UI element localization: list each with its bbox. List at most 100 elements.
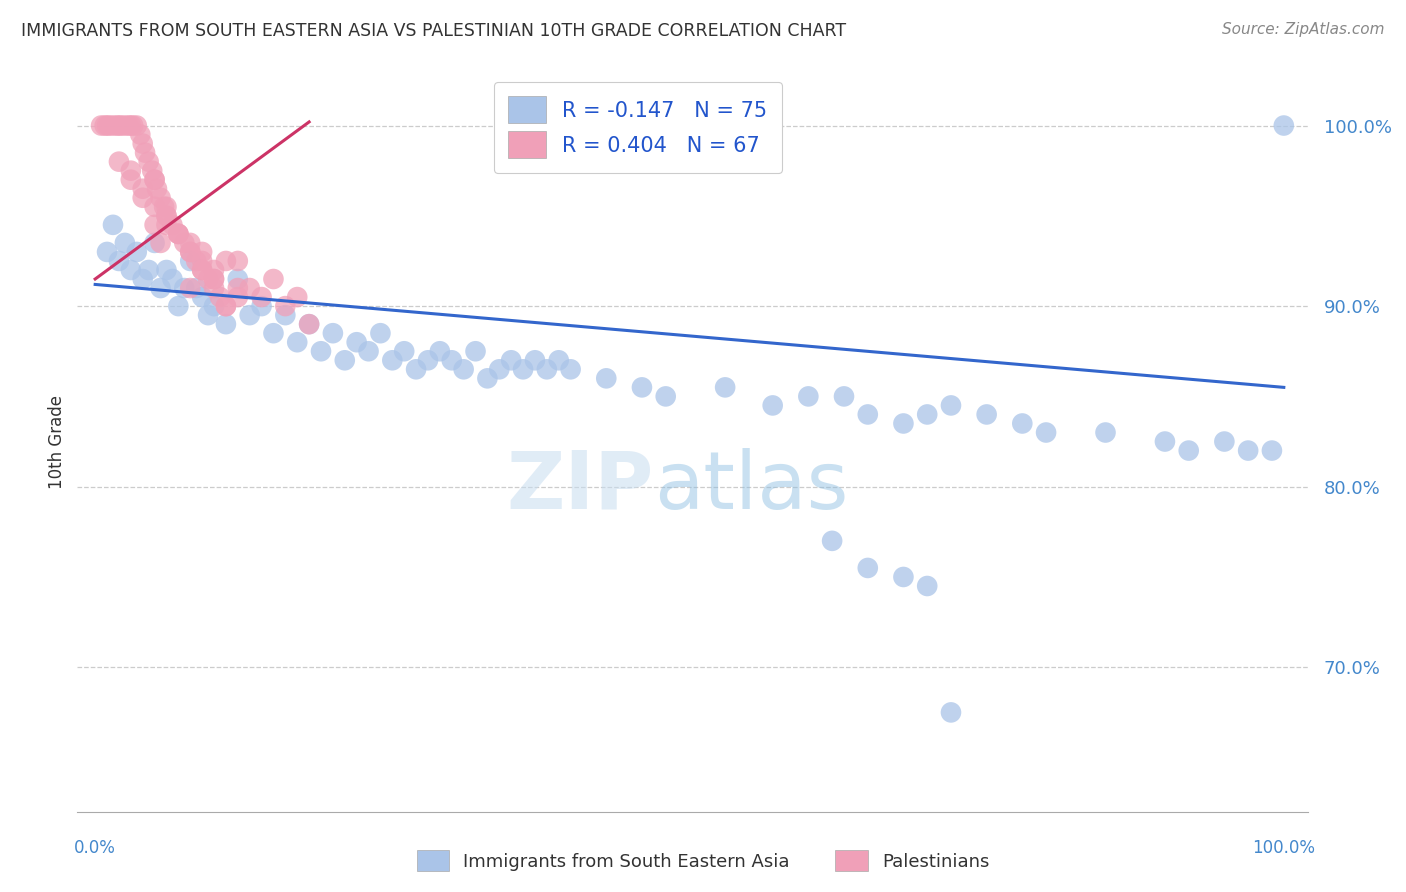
Point	[143, 172, 166, 186]
Point	[856, 561, 879, 575]
Point	[131, 136, 153, 151]
Point	[153, 200, 176, 214]
Point	[149, 235, 172, 250]
Point	[138, 154, 160, 169]
Point	[976, 408, 998, 422]
Point	[143, 235, 166, 250]
Point	[146, 182, 169, 196]
Point	[346, 335, 368, 350]
Text: Source: ZipAtlas.com: Source: ZipAtlas.com	[1222, 22, 1385, 37]
Point	[202, 272, 225, 286]
Point	[714, 380, 737, 394]
Point	[226, 254, 249, 268]
Point	[120, 172, 142, 186]
Text: 100.0%: 100.0%	[1253, 838, 1315, 857]
Point	[179, 281, 201, 295]
Point	[523, 353, 546, 368]
Point	[893, 417, 915, 431]
Point	[125, 244, 148, 259]
Point	[215, 254, 238, 268]
Point	[1011, 417, 1033, 431]
Point	[191, 290, 214, 304]
Point	[143, 218, 166, 232]
Point	[239, 308, 262, 322]
Point	[1094, 425, 1116, 440]
Point	[250, 299, 273, 313]
Point	[285, 335, 308, 350]
Point	[488, 362, 510, 376]
Point	[122, 119, 145, 133]
Point	[762, 399, 785, 413]
Point	[155, 200, 177, 214]
Point	[101, 119, 124, 133]
Point	[226, 281, 249, 295]
Point	[179, 244, 201, 259]
Point	[797, 389, 820, 403]
Point	[143, 200, 166, 214]
Point	[110, 119, 132, 133]
Point	[167, 227, 190, 241]
Text: ZIP: ZIP	[506, 448, 654, 525]
Point	[114, 119, 136, 133]
Point	[202, 272, 225, 286]
Point	[186, 281, 208, 295]
Point	[274, 299, 297, 313]
Text: 0.0%: 0.0%	[75, 838, 117, 857]
Point	[416, 353, 439, 368]
Legend: R = -0.147   N = 75, R = 0.404   N = 67: R = -0.147 N = 75, R = 0.404 N = 67	[494, 82, 782, 173]
Point	[239, 281, 262, 295]
Point	[108, 254, 131, 268]
Point	[162, 272, 184, 286]
Legend: Immigrants from South Eastern Asia, Palestinians: Immigrants from South Eastern Asia, Pale…	[409, 843, 997, 879]
Point	[453, 362, 475, 376]
Point	[120, 119, 142, 133]
Point	[179, 254, 201, 268]
Point	[274, 308, 297, 322]
Point	[1154, 434, 1177, 449]
Point	[131, 191, 153, 205]
Point	[1237, 443, 1260, 458]
Point	[654, 389, 676, 403]
Point	[464, 344, 486, 359]
Point	[155, 218, 177, 232]
Point	[1272, 119, 1295, 133]
Point	[477, 371, 499, 385]
Point	[179, 244, 201, 259]
Point	[1177, 443, 1199, 458]
Point	[298, 317, 321, 331]
Point	[322, 326, 344, 341]
Point	[1035, 425, 1057, 440]
Point	[202, 281, 225, 295]
Point	[98, 119, 121, 133]
Point	[173, 235, 195, 250]
Point	[856, 408, 879, 422]
Point	[208, 290, 231, 304]
Point	[560, 362, 582, 376]
Point	[105, 119, 128, 133]
Point	[167, 227, 190, 241]
Point	[215, 299, 238, 313]
Point	[90, 119, 112, 133]
Point	[155, 209, 177, 223]
Point	[197, 272, 219, 286]
Point	[125, 119, 148, 133]
Point	[149, 191, 172, 205]
Point	[392, 344, 415, 359]
Point	[117, 119, 139, 133]
Point	[595, 371, 617, 385]
Point	[381, 353, 404, 368]
Point	[215, 299, 238, 313]
Point	[197, 308, 219, 322]
Point	[357, 344, 380, 359]
Point	[547, 353, 569, 368]
Point	[939, 399, 962, 413]
Point	[167, 299, 190, 313]
Point	[138, 263, 160, 277]
Point	[173, 281, 195, 295]
Point	[501, 353, 523, 368]
Point	[309, 344, 332, 359]
Point	[131, 272, 153, 286]
Point	[429, 344, 451, 359]
Point	[939, 706, 962, 720]
Point	[1261, 443, 1284, 458]
